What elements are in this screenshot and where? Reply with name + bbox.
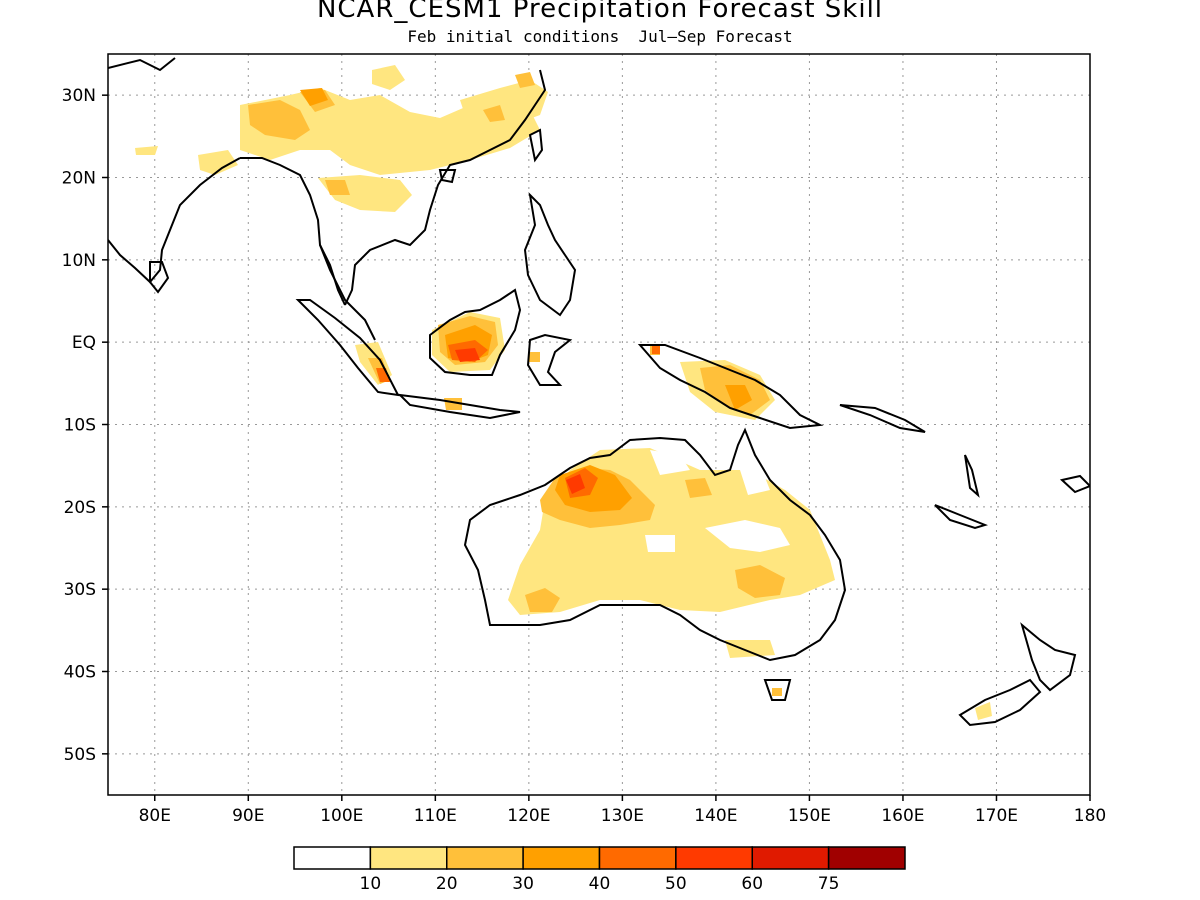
coast-australia	[463, 427, 847, 662]
lat-tick-label: 10S	[64, 416, 96, 436]
lat-tick-label: 50S	[64, 745, 96, 765]
coast-indochina	[344, 69, 547, 306]
coastlines	[108, 57, 1090, 727]
lon-tick-label: 100E	[320, 806, 363, 826]
axis-tick-labels: 30N 20N 10N EQ 10S 20S 30S 40S 50S 80E 90E 100E 110E…	[62, 86, 1107, 826]
shade-moluccas-core	[652, 346, 660, 354]
colorbar-swatch	[369, 846, 448, 870]
colorbar-swatch	[751, 846, 830, 870]
colorbar-label: 10	[360, 874, 382, 894]
lon-tick-label: 130E	[601, 806, 644, 826]
lat-tick-label: 30S	[64, 580, 96, 600]
lat-tick-label: 30N	[62, 86, 96, 106]
colorbar-label: 75	[818, 874, 840, 894]
shade-india	[198, 150, 238, 175]
lon-tick-label: 110E	[414, 806, 457, 826]
lat-tick-label: 20S	[64, 498, 96, 518]
colorbar-label: 30	[512, 874, 534, 894]
skill-shading	[135, 65, 992, 720]
blank-australia-ne	[740, 465, 770, 495]
blank-australia-north	[650, 450, 690, 475]
shade-india-west	[135, 146, 158, 155]
coast-vanuatu	[964, 454, 980, 498]
coast-newguinea	[637, 344, 824, 430]
shade-australia-ne	[685, 478, 712, 498]
shade-china-ne	[515, 72, 535, 88]
shade-china-north	[372, 65, 405, 90]
colorbar-swatch	[293, 846, 372, 870]
coast-borneo	[429, 288, 522, 376]
axis-ticks	[102, 94, 1091, 801]
shade-china-mid	[483, 105, 505, 122]
lat-tick-label: EQ	[72, 333, 96, 353]
coast-philippines	[523, 192, 577, 317]
colorbar-label: 50	[665, 874, 687, 894]
lon-tick-label: 170E	[975, 806, 1018, 826]
coast-srilanka	[149, 261, 170, 294]
map-title: NCAR_CESM1 Precipitation Forecast Skill	[316, 0, 884, 24]
coast-solomons	[839, 404, 926, 433]
coast-malay	[319, 244, 376, 341]
coast-india	[108, 157, 241, 284]
coast-java	[397, 393, 521, 420]
shade-australia-peak	[566, 474, 585, 494]
coast-nz-south	[958, 678, 1042, 727]
shade-australia-se	[735, 565, 785, 598]
lon-tick-label: 90E	[232, 806, 264, 826]
coast-newcaledonia	[934, 504, 989, 530]
shade-newguinea-high	[725, 385, 752, 410]
colorbar-swatch	[446, 846, 524, 870]
lon-tick-label: 160E	[881, 806, 924, 826]
shade-tibet-mid	[248, 100, 310, 140]
lon-tick-label: 180	[1074, 806, 1106, 826]
colorbar-label: 40	[589, 874, 611, 894]
coast-sumatra	[295, 299, 400, 397]
lon-tick-label: 120E	[507, 806, 550, 826]
lon-tick-label: 150E	[788, 806, 831, 826]
coast-nz-north	[1020, 622, 1077, 692]
coast-asia-north	[108, 57, 176, 72]
graticule	[108, 54, 1090, 795]
coast-sulawesi	[526, 333, 573, 386]
colorbar: 10 20 30 40 50 60 75	[293, 846, 906, 894]
shade-australia-southeast	[725, 640, 775, 658]
shade-australia-sw	[525, 588, 560, 612]
blank-australia-center	[645, 535, 675, 552]
colorbar-swatch	[522, 846, 601, 870]
coast-taiwan	[528, 128, 544, 163]
lon-tick-label: 140E	[694, 806, 737, 826]
coast-hainan	[438, 169, 457, 184]
shade-indochina-mid	[325, 180, 350, 195]
colorbar-swatch	[675, 846, 753, 870]
shade-nz	[975, 702, 992, 720]
coast-tasmania	[763, 679, 792, 701]
lon-tick-label: 80E	[139, 806, 171, 826]
lat-tick-label: 20N	[62, 169, 96, 189]
map-subtitle: Feb initial conditions Jul–Sep Forecast	[407, 27, 793, 46]
lat-tick-label: 10N	[62, 251, 96, 271]
shade-sulawesi	[528, 352, 540, 362]
lat-tick-label: 40S	[64, 663, 96, 683]
colorbar-label: 20	[436, 874, 458, 894]
blank-australia-east	[705, 520, 790, 552]
shade-tibet-high	[300, 88, 328, 106]
coast-fiji	[1059, 474, 1090, 494]
colorbar-swatch	[598, 846, 677, 870]
colorbar-swatch	[827, 846, 906, 870]
colorbar-label: 60	[741, 874, 763, 894]
shade-borneo-peak	[455, 348, 480, 362]
shade-tasmania	[772, 688, 782, 696]
